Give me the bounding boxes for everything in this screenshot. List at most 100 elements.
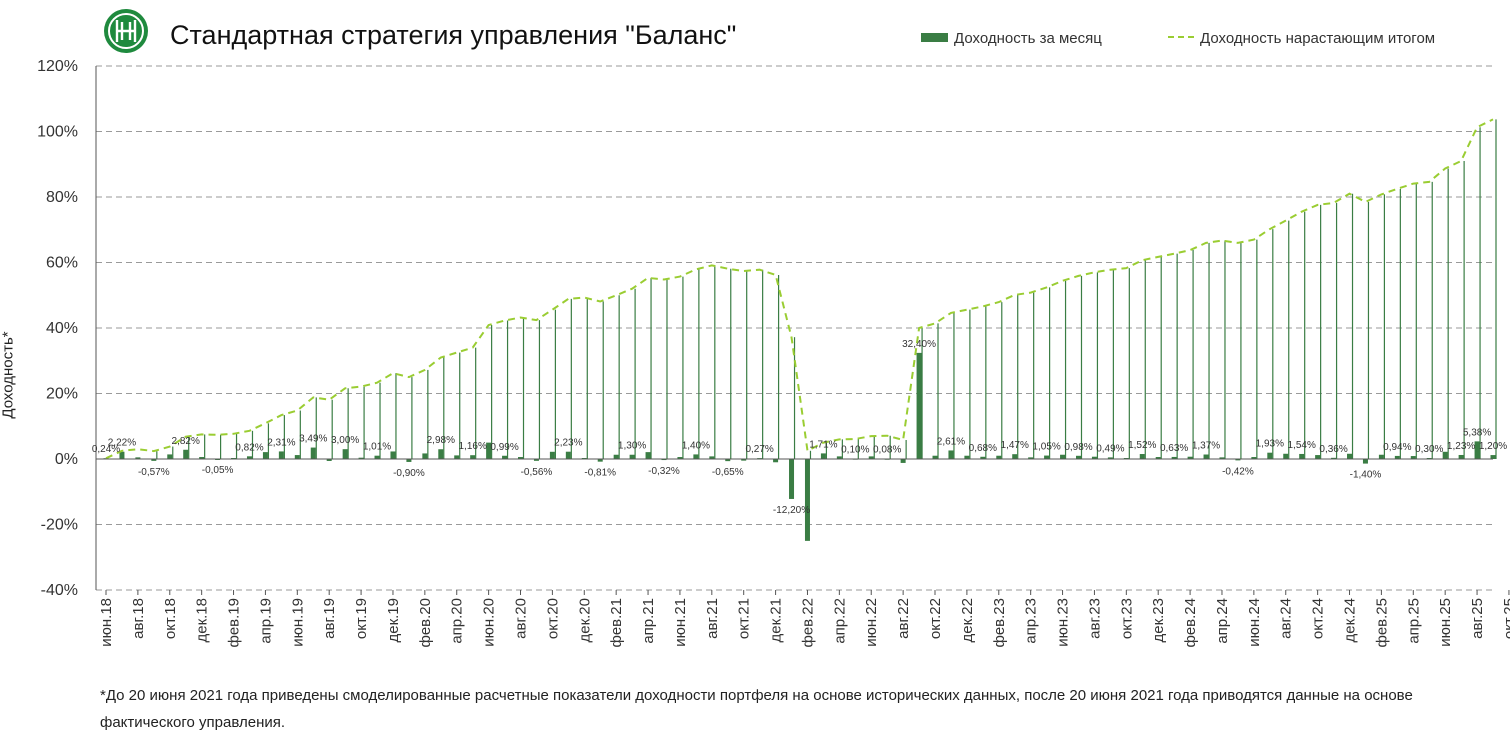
bar	[1251, 457, 1257, 459]
bar	[1347, 453, 1353, 459]
bar	[1171, 456, 1177, 459]
legend-bar-swatch	[921, 33, 948, 42]
y-axis-label: Доходность*	[0, 331, 17, 419]
bar	[1378, 454, 1384, 459]
bar	[709, 456, 715, 459]
bar	[804, 459, 810, 541]
bar	[1331, 457, 1337, 459]
company-logo-icon	[104, 9, 148, 53]
data-label: 1,52%	[1128, 440, 1156, 451]
bar	[613, 454, 619, 459]
data-label: -12,20%	[773, 505, 810, 516]
y-tick-label: 100%	[37, 124, 78, 141]
data-label: 0,27%	[745, 444, 773, 455]
bar	[1362, 459, 1368, 464]
x-tick-label: авг.24	[1278, 598, 1295, 639]
x-tick-label: фев.21	[608, 598, 625, 648]
bar	[1315, 455, 1321, 459]
bar	[533, 459, 539, 461]
y-tick-label: 20%	[46, 386, 78, 403]
data-label: 1,16%	[458, 441, 486, 452]
bar	[1075, 455, 1081, 459]
bar	[486, 442, 492, 459]
x-tick-label: апр.21	[640, 598, 657, 644]
bar	[836, 456, 842, 459]
data-label: 1,37%	[1192, 441, 1220, 452]
data-label: 32,40%	[902, 339, 936, 350]
x-tick-label: авг.25	[1469, 598, 1486, 639]
x-tick-label: дек.23	[1150, 598, 1167, 643]
y-tick-label: 120%	[37, 58, 78, 75]
bar	[1458, 454, 1464, 459]
bar	[1219, 457, 1225, 459]
data-label: 0,24%	[92, 444, 120, 455]
bar	[916, 352, 922, 459]
bar	[326, 459, 332, 461]
bar	[246, 456, 252, 459]
data-label: 0,63%	[1160, 443, 1188, 454]
data-label: -0,57%	[138, 467, 170, 478]
data-label: 0,99%	[490, 442, 518, 453]
data-label: 2,61%	[937, 436, 965, 447]
legend-line-swatch	[1168, 36, 1194, 38]
x-tick-label: дек.21	[768, 598, 785, 643]
data-label: -0,81%	[584, 468, 616, 479]
data-label: 0,68%	[969, 443, 997, 454]
bar	[262, 452, 268, 459]
data-label: 1,54%	[1288, 440, 1316, 451]
data-label: -0,65%	[712, 467, 744, 478]
legend-bar-label: Доходность за месяц	[954, 30, 1102, 47]
bar	[167, 454, 173, 459]
bar	[549, 451, 555, 459]
bar	[1394, 455, 1400, 459]
x-tick-label: окт.19	[353, 598, 370, 639]
x-tick-label: фев.19	[226, 598, 243, 648]
x-tick-label: авг.21	[704, 598, 721, 639]
bar	[342, 449, 348, 459]
bar	[183, 449, 189, 459]
bar	[1091, 456, 1097, 459]
x-tick-label: дек.19	[385, 598, 402, 643]
data-label: -0,32%	[648, 466, 680, 477]
bar	[1203, 454, 1209, 459]
data-label: 2,31%	[267, 437, 295, 448]
bar	[358, 457, 364, 459]
bar	[1012, 454, 1018, 459]
bar	[565, 451, 571, 459]
bar	[1490, 455, 1496, 459]
x-tick-label: фев.25	[1373, 598, 1390, 648]
data-label: -0,05%	[202, 465, 234, 476]
bar	[932, 455, 938, 459]
bar	[597, 459, 603, 462]
bar	[820, 453, 826, 459]
data-label: 0,08%	[873, 445, 901, 456]
x-tick-label: апр.20	[449, 598, 466, 644]
data-label: 0,82%	[235, 442, 263, 453]
y-tick-label: -40%	[41, 582, 78, 599]
bar	[1155, 457, 1161, 459]
x-tick-label: окт.20	[544, 598, 561, 639]
bar	[294, 455, 300, 459]
x-tick-label: июн.22	[863, 598, 880, 647]
bar	[1410, 456, 1416, 459]
x-tick-label: апр.24	[1214, 598, 1231, 644]
x-tick-label: апр.22	[831, 598, 848, 644]
data-label: 1,71%	[809, 439, 837, 450]
bar	[725, 459, 731, 462]
bar	[390, 451, 396, 459]
bar	[278, 451, 284, 459]
bar	[996, 455, 1002, 459]
x-tick-label: авг.22	[895, 598, 912, 639]
bar	[470, 455, 476, 459]
data-label: 0,36%	[1319, 444, 1347, 455]
bar	[677, 457, 683, 459]
bar	[422, 453, 428, 459]
data-label: 0,30%	[1415, 444, 1443, 455]
x-tick-label: авг.20	[513, 598, 530, 639]
bar	[661, 459, 667, 461]
bar	[1028, 457, 1034, 459]
data-label: 2,98%	[427, 435, 455, 446]
data-label: 2,82%	[172, 436, 200, 447]
x-tick-label: окт.21	[736, 598, 753, 639]
